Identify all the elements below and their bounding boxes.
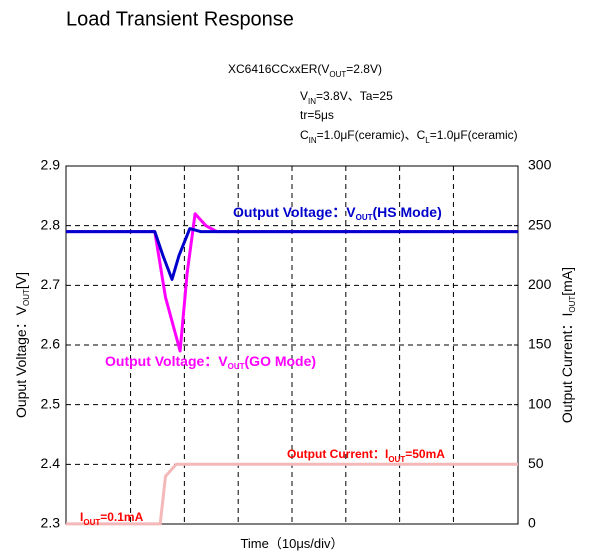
y-tick-label: 2.3: [41, 515, 61, 531]
subtitle-part: V: [300, 89, 308, 103]
subtitle-part: tr=5μs: [300, 108, 334, 122]
x-axis-label: Time（10μs/div）: [240, 536, 343, 551]
subtitle-part: =2.8V): [346, 62, 382, 76]
subtitle-part: =1.0μF(ceramic)、C: [317, 128, 426, 142]
annotation-part: =0.1mA: [100, 510, 143, 524]
subtitle-part: C: [300, 128, 309, 142]
subtitle-part: L: [425, 136, 430, 145]
x-axis-label-part: Time（10μs/div）: [240, 536, 343, 551]
chart-title: Load Transient Response: [66, 8, 294, 30]
subtitle: XC6416CCxxER(VOUT=2.8V): [228, 62, 382, 78]
series-line: [66, 227, 518, 281]
y-tick-label: 2.6: [41, 336, 61, 352]
y2-axis-label: Output Current：IOUT[mA]: [559, 267, 577, 423]
y-tick-label: 2.4: [41, 455, 61, 471]
annotation-part: (HS Mode): [373, 204, 442, 220]
annotation: IOUT=0.1mA: [80, 510, 144, 526]
y-axis-label: Ouput Voltage：VOUT[V]: [13, 272, 31, 418]
y-tick-label: 2.7: [41, 276, 61, 292]
subtitle: VIN=3.8V、Ta=25: [300, 89, 393, 105]
annotation-part: OUT: [83, 518, 100, 527]
y2-tick-label: 200: [528, 276, 552, 292]
subtitle: CIN=1.0μF(ceramic)、CL=1.0μF(ceramic): [300, 128, 518, 144]
y-tick-label: 2.5: [41, 395, 61, 411]
y2-tick-label: 300: [528, 157, 552, 173]
annotation-part: OUT: [356, 213, 373, 222]
series-line: [66, 462, 518, 526]
y2-tick-label: 50: [528, 455, 544, 471]
annotation-part: Output Voltage：V: [105, 353, 228, 369]
annotation-part: OUT: [228, 362, 245, 371]
subtitle-part: =3.8V、Ta=25: [316, 89, 393, 103]
subtitle-part: =1.0μF(ceramic): [430, 128, 518, 142]
annotation-part: Output Voltage：V: [233, 204, 356, 220]
y-tick-label: 2.8: [41, 216, 61, 232]
annotation-part: I: [80, 510, 83, 524]
plot-frame: [65, 165, 519, 525]
y2-tick-label: 0: [528, 515, 536, 531]
annotation-part: OUT: [388, 455, 405, 464]
y2-tick-label: 150: [528, 336, 552, 352]
subtitle: tr=5μs: [300, 108, 334, 122]
subtitle-part: IN: [308, 97, 316, 106]
annotation: Output Voltage：VOUT(GO Mode): [105, 353, 316, 371]
y-axis-label-part: Ouput Voltage：V: [13, 305, 29, 418]
annotation-part: =50mA: [405, 447, 445, 461]
annotation: Output Voltage：VOUT(HS Mode): [233, 204, 442, 222]
y2-tick-label: 250: [528, 216, 552, 232]
y2-tick-label: 100: [528, 395, 552, 411]
y2-axis-label-part: [mA]: [559, 267, 575, 296]
annotation-part: Output Current：I: [287, 447, 388, 461]
y2-axis-label-part: OUT: [568, 296, 577, 313]
y-axis-label-part: [V]: [13, 272, 29, 289]
subtitle-part: IN: [309, 136, 317, 145]
y-axis-label-part: OUT: [22, 289, 31, 306]
series-line: [66, 212, 518, 353]
y2-axis-label-part: Output Current：I: [559, 313, 575, 424]
y-tick-label: 2.9: [41, 157, 61, 173]
annotation: Output Current：IOUT=50mA: [287, 447, 445, 463]
subtitle-part: XC6416CCxxER(V: [228, 62, 329, 76]
subtitle-part: OUT: [329, 70, 346, 79]
annotation-part: (GO Mode): [245, 353, 317, 369]
